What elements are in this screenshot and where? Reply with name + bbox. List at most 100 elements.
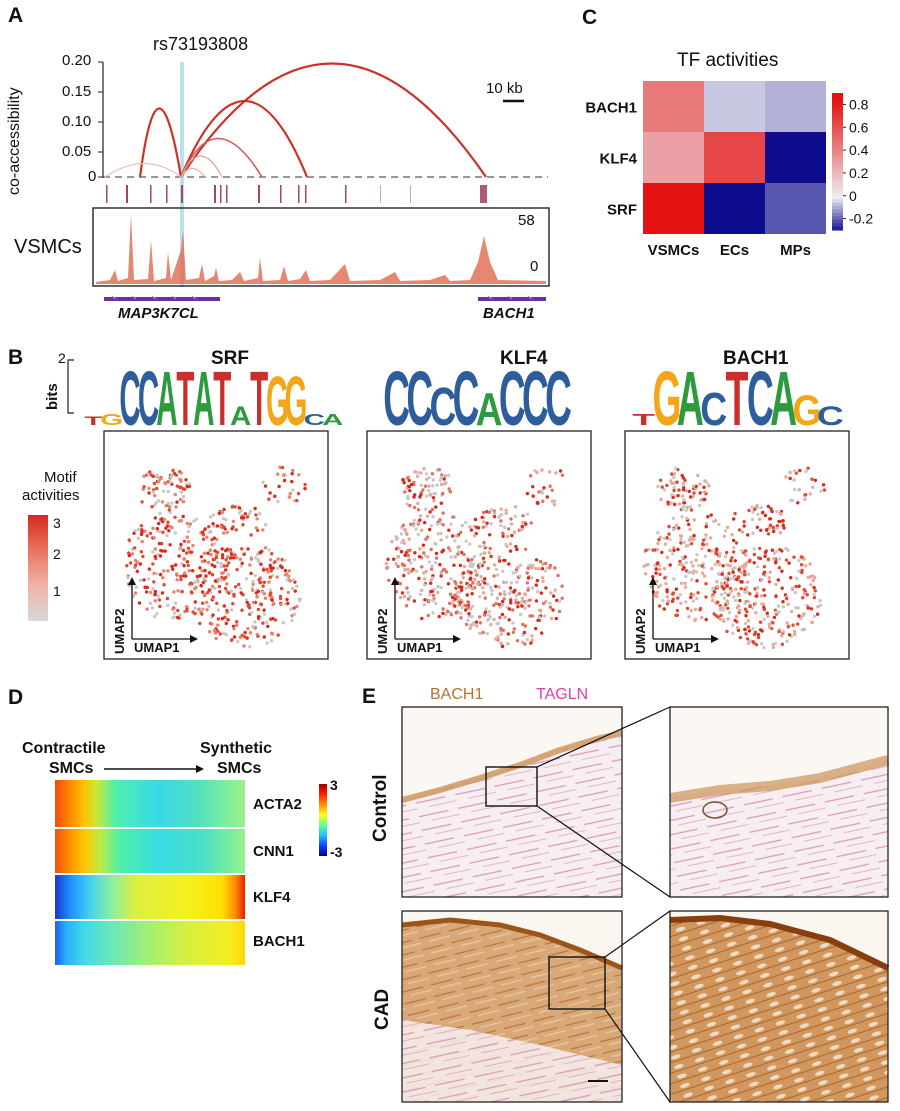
umap-cell-point	[387, 578, 391, 582]
umap-cell-point	[216, 608, 220, 612]
umap-cell-point	[525, 637, 530, 642]
umap-cell-point	[249, 571, 253, 576]
umap-cell-point	[781, 605, 786, 609]
umap-cell-point	[261, 584, 265, 588]
umap-cell-point	[178, 547, 182, 551]
umap-cell-point	[216, 617, 221, 621]
umap-x-arrowhead	[711, 635, 719, 643]
umap-cell-point	[737, 608, 742, 612]
umap-cell-point	[552, 502, 557, 507]
umap-cell-point	[141, 487, 146, 491]
umap-cell-point	[449, 613, 454, 617]
umap-cell-point	[442, 567, 447, 572]
umap-cell-point	[435, 483, 439, 487]
umap-x-label: UMAP1	[397, 640, 443, 655]
gene-label-bach1: BACH1	[483, 305, 535, 322]
umap-cell-point	[682, 498, 686, 502]
umap-cell-point	[256, 528, 260, 533]
umap-cell-point	[789, 498, 793, 502]
umap-cell-point	[419, 471, 423, 475]
umap-cell-point	[768, 570, 772, 574]
umap-cell-point	[769, 507, 773, 511]
umap-cell-point	[536, 618, 540, 622]
umap-cell-point	[684, 574, 688, 579]
umap-cell-point	[222, 507, 226, 512]
umap-cell-point	[744, 614, 748, 618]
umap-cell-point	[521, 514, 525, 518]
umap-cell-point	[703, 574, 707, 578]
logo-axis-max: 2	[58, 350, 66, 366]
umap-cell-point	[407, 478, 411, 483]
umap-cell-point	[417, 576, 421, 581]
umap-cell-point	[228, 549, 232, 553]
umap-cell-point	[689, 595, 693, 600]
umap-cell-point	[136, 536, 141, 540]
colorbar-max: 3	[330, 777, 338, 793]
umap-cell-point	[695, 553, 699, 557]
umap-cell-point	[182, 574, 186, 578]
umap-cell-point	[152, 580, 156, 584]
umap-cell-point	[438, 521, 442, 525]
umap-cell-point	[675, 613, 679, 617]
umap-cell-point	[656, 541, 660, 546]
umap-cell-point	[201, 537, 206, 541]
umap-cell-point	[548, 605, 553, 609]
umap-cell-point	[684, 508, 688, 512]
umap-cell-point	[255, 595, 259, 599]
umap-cell-point	[534, 599, 539, 603]
umap-cell-point	[550, 488, 554, 492]
umap-cell-point	[243, 630, 247, 635]
umap-cell-point	[466, 558, 470, 562]
umap-cell-point	[734, 541, 739, 545]
umap-cell-point	[492, 617, 496, 622]
umap-cell-point	[224, 575, 228, 580]
umap-cell-point	[147, 567, 152, 571]
umap-cell-point	[227, 573, 231, 577]
umap-cell-point	[674, 523, 679, 527]
umap-cell-point	[261, 528, 265, 532]
umap-cell-point	[772, 557, 776, 561]
umap-cell-point	[731, 623, 735, 627]
umap-cell-point	[540, 631, 544, 635]
umap-cell-point	[543, 569, 548, 573]
umap-cell-point	[774, 582, 778, 587]
umap-cell-point	[702, 485, 706, 489]
umap-cell-point	[743, 569, 747, 574]
logo-letter: G	[100, 411, 123, 428]
umap-cell-point	[530, 576, 534, 580]
umap-cell-point	[643, 572, 648, 576]
umap-cell-point	[780, 642, 785, 646]
umap-cell-point	[254, 591, 258, 595]
umap-cell-point	[740, 580, 744, 584]
umap-cell-point	[269, 639, 274, 643]
umap-cell-point	[526, 566, 530, 570]
umap-cell-point	[670, 472, 674, 476]
umap-cell-point	[447, 546, 451, 550]
umap-cell-point	[671, 592, 675, 596]
umap-cell-point	[518, 528, 523, 532]
umap-cell-point	[172, 611, 177, 615]
umap-cell-point	[217, 511, 221, 516]
umap-cell-point	[295, 604, 299, 609]
umap-cell-point	[774, 610, 778, 614]
umap-cell-point	[268, 558, 273, 562]
umap-cell-point	[767, 625, 772, 629]
umap-cell-point	[501, 531, 505, 535]
umap-cell-point	[671, 552, 675, 556]
umap-cell-point	[409, 522, 413, 526]
umap-cell-point	[540, 576, 545, 580]
umap-cell-point	[488, 533, 492, 537]
umap-cell-point	[516, 565, 520, 569]
umap-cell-point	[680, 563, 685, 567]
umap-cell-point	[441, 523, 445, 527]
umap-cell-point	[171, 615, 175, 620]
umap-cell-point	[205, 600, 209, 604]
umap-cell-point	[162, 583, 166, 587]
umap-cell-point	[781, 629, 786, 633]
umap-cell-point	[731, 550, 736, 554]
umap-cell-point	[203, 592, 207, 597]
umap-cell-point	[446, 609, 450, 613]
umap-cell-point	[218, 590, 222, 594]
umap-cell-point	[144, 590, 149, 594]
logo-letter: T	[213, 356, 231, 442]
